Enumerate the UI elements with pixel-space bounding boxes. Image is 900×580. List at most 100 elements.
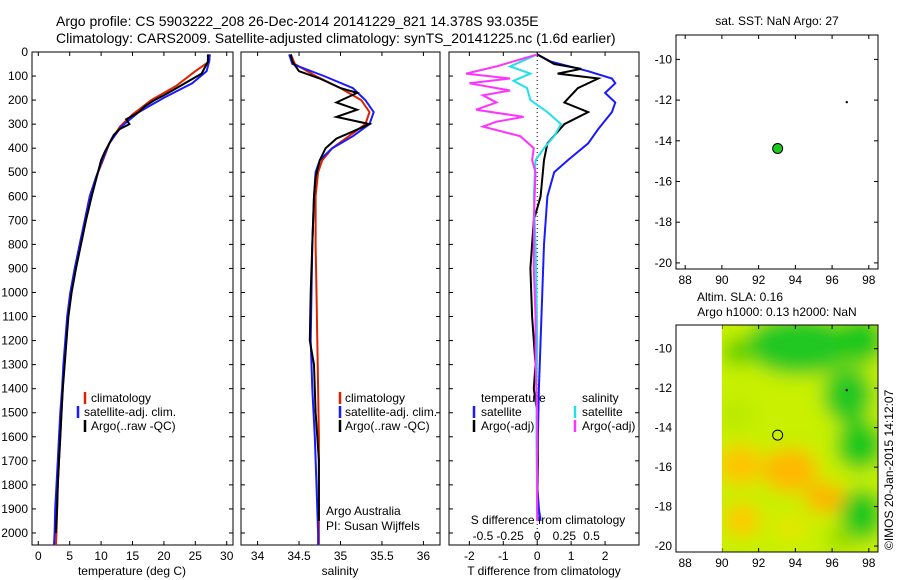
- y-tick-label: 200: [8, 93, 28, 107]
- sla-map-title-line-1: Altim. SLA: 0.16: [697, 290, 783, 304]
- map-y-tick-label: -16: [655, 460, 673, 474]
- y-tick-label: 1200: [1, 334, 28, 348]
- secondary-x-tick-label: -0.5: [473, 529, 494, 543]
- map-y-tick-label: -18: [655, 500, 673, 514]
- secondary-x-tick-label: 0: [534, 529, 541, 543]
- legend-label-climatology: climatology: [91, 391, 151, 405]
- series-line: [289, 54, 371, 545]
- y-tick-label: 500: [8, 165, 28, 179]
- map-x-tick-label: 90: [715, 556, 729, 570]
- axes-layer: 0 5 10 15 20 25 300100200300400500600700800900…: [1, 35, 878, 570]
- header-line-1: Argo profile: CS 5903222_208 26-Dec-2014…: [56, 13, 539, 29]
- difference-legend: temperature salinity satellite Argo(-adj…: [472, 391, 635, 433]
- series-line: [289, 54, 373, 521]
- y-tick-label: 2000: [1, 526, 28, 540]
- x-tick-label: 20: [157, 549, 171, 563]
- x-tick-label: -1: [498, 549, 509, 563]
- salinity-panel-frame: [240, 51, 441, 546]
- sst-map-title: sat. SST: NaN Argo: 27: [715, 14, 839, 28]
- x-tick-label: 0: [534, 549, 541, 563]
- salinity-xlabel: salinity: [322, 564, 359, 578]
- y-tick-label: 600: [8, 189, 28, 203]
- map-x-tick-label: 96: [825, 556, 839, 570]
- map-x-tick-label: 96: [825, 273, 839, 287]
- map-x-tick-label: 92: [752, 556, 766, 570]
- y-tick-label: 300: [8, 117, 28, 131]
- x-tick-label: 34: [251, 549, 265, 563]
- copyright-label: ©IMOS 20-Jan-2015 14:12:07: [882, 389, 896, 550]
- map-x-tick-label: 92: [752, 273, 766, 287]
- legend-label-climatology: climatology: [345, 391, 405, 405]
- temperature-panel-frame: [31, 51, 234, 546]
- legend-label-argo: Argo(..raw -QC): [345, 419, 430, 433]
- map-x-tick-label: 94: [789, 556, 803, 570]
- salinity-annotation-line-1: Argo Australia: [326, 504, 401, 518]
- map-x-tick-label: 88: [679, 273, 693, 287]
- y-tick-label: 1400: [1, 382, 28, 396]
- map-y-tick-label: -18: [655, 215, 673, 229]
- y-tick-label: 1800: [1, 478, 28, 492]
- series-line: [536, 53, 617, 522]
- y-tick-label: 400: [8, 141, 28, 155]
- map-y-tick-label: -14: [655, 134, 673, 148]
- map-y-tick-label: -10: [655, 52, 673, 66]
- x-tick-label: 35.5: [370, 549, 394, 563]
- x-tick-label: 35: [334, 549, 348, 563]
- legend-title-salinity: salinity: [582, 391, 619, 405]
- x-tick-label: 5: [66, 549, 73, 563]
- map-no-data-area: [676, 325, 722, 552]
- x-tick-label: 0: [35, 549, 42, 563]
- series-line: [54, 54, 209, 534]
- difference-xlabel: T difference from climatology: [467, 564, 621, 578]
- salinity-annotation-line-2: PI: Susan Wijffels: [326, 519, 420, 533]
- legend-label-argo: Argo(..raw -QC): [91, 419, 176, 433]
- y-tick-label: 1700: [1, 454, 28, 468]
- y-tick-label: 1900: [1, 502, 28, 516]
- y-tick-label: 1500: [1, 406, 28, 420]
- map-x-tick-label: 98: [862, 556, 876, 570]
- argo-location-marker: [772, 143, 784, 155]
- temperature-xlabel: temperature (deg C): [78, 564, 186, 578]
- x-tick-label: 2: [602, 549, 609, 563]
- map-x-tick-label: 94: [789, 273, 803, 287]
- x-tick-label: -2: [464, 549, 475, 563]
- sla-map-frame: [675, 324, 879, 553]
- y-tick-label: 700: [8, 213, 28, 227]
- legend-label-t-argo: Argo(-adj): [481, 419, 534, 433]
- map-x-tick-label: 88: [679, 556, 693, 570]
- map-y-tick-label: -16: [655, 175, 673, 189]
- x-tick-label: 10: [94, 549, 108, 563]
- y-tick-label: 800: [8, 237, 28, 251]
- map-y-tick-label: -12: [655, 381, 673, 395]
- difference-top-xlabel: S difference from climatology: [471, 513, 626, 527]
- map-y-tick-label: -14: [655, 421, 673, 435]
- x-tick-label: 34.5: [287, 549, 311, 563]
- map-y-tick-label: -10: [655, 342, 673, 356]
- secondary-x-tick-label: 0.25: [553, 529, 577, 543]
- y-tick-label: 1100: [2, 310, 28, 324]
- salinity-legend: climatology satellite-adj. clim. Argo(..…: [338, 391, 437, 433]
- series-line: [53, 54, 211, 545]
- y-tick-label: 900: [8, 261, 28, 275]
- x-tick-label: 36: [417, 549, 431, 563]
- x-tick-label: 15: [126, 549, 140, 563]
- secondary-x-tick-label: 0.5: [583, 529, 600, 543]
- y-tick-label: 100: [8, 69, 28, 83]
- series-line: [54, 54, 211, 545]
- map-x-tick-label: 90: [715, 273, 729, 287]
- x-tick-label: 25: [189, 549, 203, 563]
- map-x-tick-label: 98: [862, 273, 876, 287]
- secondary-x-tick-label: -0.25: [496, 529, 524, 543]
- sla-map-title-line-2: Argo h1000: 0.13 h2000: NaN: [697, 305, 856, 319]
- map-y-tick-label: -20: [655, 539, 673, 553]
- map-y-tick-label: -20: [655, 256, 673, 270]
- x-tick-label: 1: [568, 549, 575, 563]
- temperature-legend: climatology satellite-adj. clim. Argo(..…: [76, 391, 176, 433]
- series-line: [507, 53, 563, 522]
- series-line: [465, 53, 539, 521]
- map-y-tick-label: -12: [655, 93, 673, 107]
- series-layer: [53, 53, 617, 545]
- y-tick-label: 1300: [1, 358, 28, 372]
- legend-label-satellite: satellite-adj. clim.: [345, 405, 437, 419]
- y-tick-label: 0: [21, 45, 28, 59]
